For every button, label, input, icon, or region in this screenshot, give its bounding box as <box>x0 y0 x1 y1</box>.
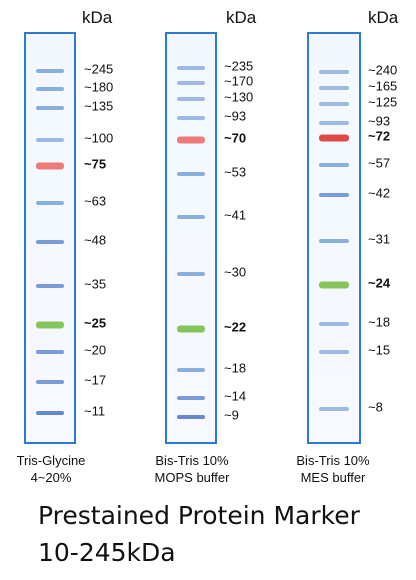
band-size-label: ~18 <box>368 314 391 330</box>
band-size-label: ~17 <box>84 372 107 388</box>
marker-band <box>319 86 349 90</box>
band-size-label: ~18 <box>224 360 247 376</box>
band-size-label: ~30 <box>224 264 247 280</box>
buffer-caption-line: Bis-Tris 10% <box>155 453 229 468</box>
marker-band <box>319 281 349 289</box>
band-size-label: ~53 <box>224 164 247 180</box>
marker-band <box>319 193 349 197</box>
buffer-caption-mops: Bis-Tris 10% MOPS buffer <box>143 452 241 486</box>
marker-band <box>36 411 64 415</box>
band-size-label: ~165 <box>368 78 398 94</box>
band-size-label: ~100 <box>84 130 114 146</box>
band-size-label: ~31 <box>368 231 391 247</box>
band-size-label: ~70 <box>224 130 247 146</box>
marker-band <box>177 81 205 85</box>
band-size-label: ~170 <box>224 73 254 89</box>
buffer-caption-line: Tris-Glycine <box>16 453 86 468</box>
marker-band <box>177 172 205 176</box>
marker-band <box>177 396 205 400</box>
title-line: Prestained Protein Marker <box>38 501 360 530</box>
marker-band <box>36 138 64 142</box>
buffer-caption-tris-glycine: Tris-Glycine 4~20% <box>4 452 98 486</box>
band-size-label: ~42 <box>368 185 391 201</box>
marker-band <box>319 70 349 74</box>
band-size-label: ~180 <box>84 79 114 95</box>
page-title: Prestained Protein Marker 10-245kDa <box>38 497 360 571</box>
marker-band <box>36 106 64 110</box>
band-size-label: ~240 <box>368 62 398 78</box>
marker-band <box>36 201 64 205</box>
band-size-label: ~75 <box>84 156 107 172</box>
marker-band <box>177 272 205 276</box>
band-size-label: ~72 <box>368 128 391 144</box>
marker-band <box>177 97 205 101</box>
marker-band <box>36 380 64 384</box>
marker-band <box>177 415 205 419</box>
marker-band <box>177 325 205 333</box>
gel-lane-mes <box>307 32 361 444</box>
marker-band <box>319 121 349 125</box>
marker-band <box>319 102 349 106</box>
marker-band <box>177 66 205 70</box>
kda-header-2: kDa <box>226 8 257 27</box>
buffer-caption-mes: Bis-Tris 10% MES buffer <box>283 452 383 486</box>
marker-band <box>36 240 64 244</box>
band-size-label: ~93 <box>368 113 391 129</box>
band-size-label: ~41 <box>224 207 247 223</box>
marker-band <box>36 87 64 91</box>
band-size-label: ~22 <box>224 319 247 335</box>
marker-band <box>36 350 64 354</box>
marker-band <box>36 321 64 329</box>
band-size-label: ~11 <box>84 403 106 419</box>
marker-band <box>319 350 349 354</box>
band-size-label: ~35 <box>84 276 107 292</box>
gel-lane-tris-glycine <box>24 32 76 444</box>
band-size-label: ~8 <box>368 399 383 415</box>
kda-header-3: kDa <box>368 8 399 27</box>
band-size-label: ~48 <box>84 232 107 248</box>
band-size-label: ~135 <box>84 98 114 114</box>
marker-band <box>319 239 349 243</box>
marker-band <box>36 162 64 170</box>
band-size-label: ~130 <box>224 89 254 105</box>
buffer-caption-line: 4~20% <box>30 470 72 485</box>
marker-band <box>36 69 64 73</box>
marker-band <box>177 215 205 219</box>
band-size-label: ~9 <box>224 407 239 423</box>
marker-band <box>319 134 349 142</box>
band-size-label: ~235 <box>224 58 254 74</box>
band-size-label: ~15 <box>368 342 391 358</box>
band-size-label: ~125 <box>368 94 398 110</box>
title-line: 10-245kDa <box>38 538 176 567</box>
band-size-label: ~245 <box>84 61 114 77</box>
band-size-label: ~24 <box>368 275 391 291</box>
band-size-label: ~25 <box>84 315 107 331</box>
kda-header-1: kDa <box>82 8 113 27</box>
marker-band <box>319 322 349 326</box>
band-size-label: ~93 <box>224 108 247 124</box>
buffer-caption-line: Bis-Tris 10% <box>296 453 370 468</box>
marker-band <box>177 136 205 144</box>
band-size-label: ~20 <box>84 342 107 358</box>
band-size-label: ~63 <box>84 193 107 209</box>
marker-band <box>177 116 205 120</box>
marker-band <box>319 407 349 411</box>
marker-band <box>36 284 64 288</box>
buffer-caption-line: MOPS buffer <box>154 470 230 485</box>
band-size-label: ~57 <box>368 155 391 171</box>
band-size-label: ~14 <box>224 388 247 404</box>
buffer-caption-line: MES buffer <box>300 470 366 485</box>
gel-lane-mops <box>165 32 217 444</box>
marker-band <box>319 163 349 167</box>
marker-band <box>177 368 205 372</box>
